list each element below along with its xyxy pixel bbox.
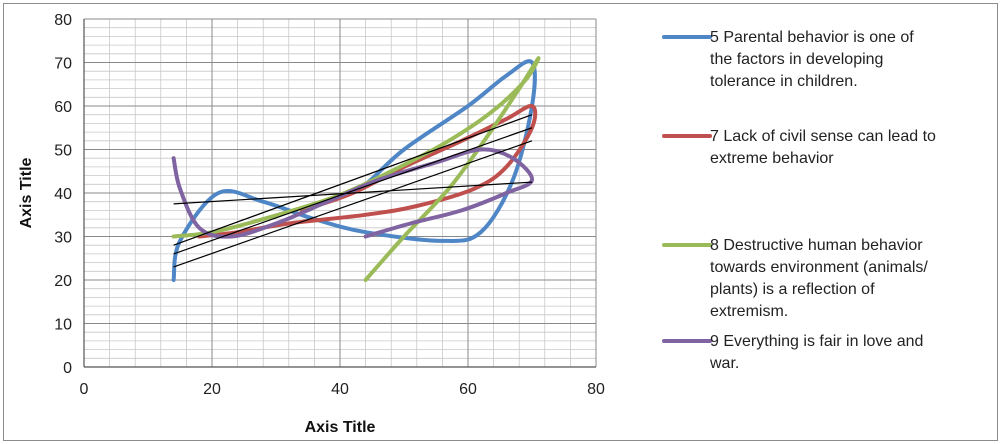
legend-item-3: 8 Destructive human behavior towards envi… xyxy=(662,237,928,320)
series-line-1 xyxy=(171,59,537,282)
legend-item-2: 7 Lack of civil sense can lead to extreme… xyxy=(662,128,936,167)
x-tick-label: 80 xyxy=(587,381,605,398)
x-tick-label: 60 xyxy=(459,381,477,398)
chart-frame: 0 10 20 30 40 50 60 70 80 0 20 40 60 80 Axis Title Ax… xyxy=(3,3,998,441)
y-tick-label: 60 xyxy=(54,99,72,116)
y-tick-label: 20 xyxy=(54,273,72,290)
y-tick-label: 0 xyxy=(63,360,72,377)
y-tick-label: 50 xyxy=(54,143,72,160)
trendline-3 xyxy=(173,127,533,255)
legend-item-4: 9 Everything is fair in love and war. xyxy=(662,333,923,372)
legend-label: 9 Everything is fair in love and war. xyxy=(709,333,923,372)
trendlines xyxy=(173,114,533,268)
trendline-2 xyxy=(173,114,533,246)
y-tick-label: 10 xyxy=(54,317,72,334)
axes xyxy=(83,19,596,368)
y-axis-title: Axis Title xyxy=(18,157,35,228)
x-axis-title: Axis Title xyxy=(305,419,376,436)
legend-label: 8 Destructive human behavior towards envi… xyxy=(710,237,928,320)
y-tick-label: 30 xyxy=(54,230,72,247)
chart-canvas: 0 10 20 30 40 50 60 70 80 0 20 40 60 80 Axis Title Ax… xyxy=(18,12,936,436)
tick-labels: 0 10 20 30 40 50 60 70 80 0 20 40 60 80 xyxy=(54,12,605,398)
legend-label: 5 Parental behavior is one of the factors… xyxy=(710,29,914,90)
y-tick-label: 80 xyxy=(54,12,72,29)
trendline-4 xyxy=(173,140,533,268)
y-tick-label: 70 xyxy=(54,56,72,73)
x-tick-label: 0 xyxy=(80,381,89,398)
legend-item-1: 5 Parental behavior is one of the factors… xyxy=(662,29,914,90)
x-tick-label: 40 xyxy=(331,381,349,398)
series-lines xyxy=(171,56,541,282)
x-tick-label: 20 xyxy=(203,381,221,398)
legend-label: 7 Lack of civil sense can lead to extreme… xyxy=(710,128,936,167)
trendline-1 xyxy=(173,181,533,205)
y-tick-label: 40 xyxy=(54,186,72,203)
legend: 5 Parental behavior is one of the factors… xyxy=(662,29,936,372)
